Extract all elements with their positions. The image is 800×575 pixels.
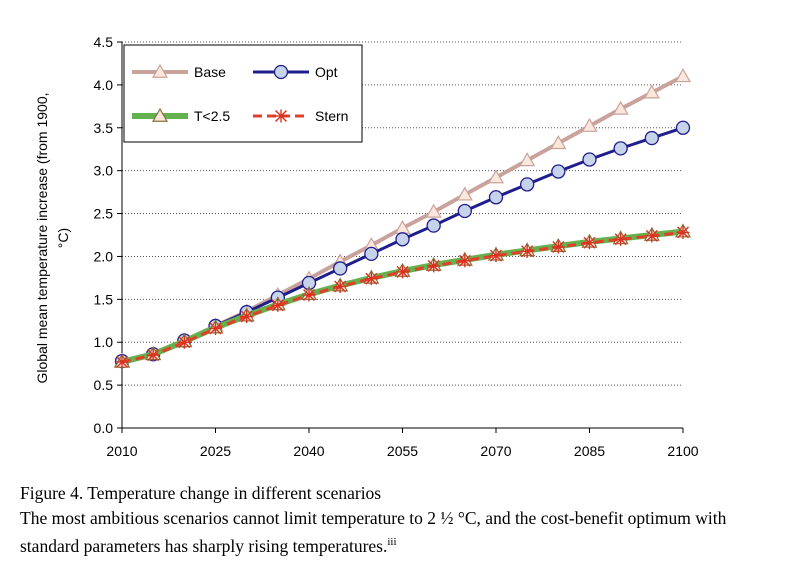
y-tick-label: 0.0 — [94, 420, 114, 436]
legend-entry: T<2.5 — [132, 107, 230, 124]
y-axis-label-line2: °C) — [55, 228, 71, 248]
x-tick-label: 2010 — [106, 443, 137, 459]
x-tick-label: 2070 — [480, 443, 511, 459]
data-point — [643, 84, 660, 99]
data-point — [364, 272, 378, 286]
data-point — [519, 152, 536, 167]
caption-body-text: The most ambitious scenarios cannot limi… — [20, 508, 727, 556]
y-tick-label: 1.5 — [94, 291, 114, 307]
data-point — [456, 186, 473, 201]
x-tick-label: 2100 — [667, 443, 698, 459]
data-point — [612, 100, 629, 115]
data-point — [271, 298, 285, 312]
data-point — [582, 152, 597, 167]
data-point — [676, 225, 690, 239]
data-point — [520, 244, 534, 258]
y-tick-label: 3.5 — [94, 120, 114, 136]
legend: Base Opt T<2.5 Stern — [123, 44, 363, 143]
data-point — [645, 229, 659, 243]
legend-marker — [274, 109, 288, 123]
legend-entry: Base — [132, 63, 226, 80]
data-point — [583, 236, 596, 250]
legend-label: Opt — [315, 64, 338, 80]
data-point — [614, 232, 628, 246]
data-point — [520, 177, 535, 192]
y-axis-label-line1: Global mean temperature increase (from 1… — [34, 92, 50, 383]
data-point — [613, 141, 628, 156]
footnote-mark: iii — [387, 536, 397, 548]
y-tick-label: 0.5 — [94, 377, 114, 393]
y-tick-label: 3.0 — [94, 163, 114, 179]
data-point — [675, 120, 691, 135]
data-point — [425, 203, 442, 218]
data-point — [395, 232, 410, 247]
data-point — [550, 135, 567, 150]
x-tick-label: 2085 — [574, 443, 605, 459]
data-point — [427, 259, 441, 273]
y-tick-label: 1.0 — [94, 334, 114, 350]
figure-caption-body: The most ambitious scenarios cannot limi… — [20, 506, 790, 558]
temperature-chart: 0.0 0.5 1.0 1.5 2.0 2.5 3.0 3.5 4.0 4.5 2010 2025 20… — [34, 34, 699, 459]
series-layer — [113, 68, 692, 369]
x-tick-label: 2025 — [200, 443, 231, 459]
y-tick-label: 2.5 — [94, 206, 114, 222]
data-point — [644, 130, 659, 146]
data-point — [333, 279, 347, 293]
data-point — [333, 261, 348, 276]
data-point — [396, 265, 409, 279]
x-tick-label: 2040 — [293, 443, 324, 459]
legend-marker — [151, 107, 169, 122]
data-point — [581, 117, 598, 132]
data-point — [240, 309, 254, 323]
legend-label: Base — [194, 64, 226, 80]
legend-marker — [151, 63, 169, 78]
data-point — [146, 348, 160, 362]
data-point — [209, 321, 222, 335]
data-point — [457, 203, 472, 219]
legend-label: T<2.5 — [194, 108, 230, 124]
x-tick-label: 2055 — [387, 443, 418, 459]
data-point — [551, 164, 566, 179]
y-tick-label: 4.5 — [94, 34, 114, 50]
data-point — [489, 249, 503, 263]
figure-caption-title: Figure 4. Temperature change in differen… — [20, 483, 382, 503]
legend-marker — [273, 64, 289, 80]
data-point — [551, 240, 565, 254]
legend-label: Stern — [315, 108, 348, 124]
y-tick-label: 2.0 — [94, 248, 114, 264]
legend-box — [123, 44, 363, 143]
y-tick-label: 4.0 — [94, 77, 114, 93]
data-point — [302, 288, 316, 302]
data-point — [115, 355, 129, 369]
data-point — [458, 254, 472, 268]
data-point — [177, 335, 191, 349]
legend-entry: Stern — [253, 108, 348, 124]
data-point — [674, 68, 692, 83]
legend-entry: Opt — [253, 64, 338, 80]
series-stern — [115, 225, 690, 369]
data-point — [364, 246, 379, 262]
data-point — [426, 218, 441, 233]
data-point — [487, 169, 505, 184]
data-point — [488, 190, 504, 205]
